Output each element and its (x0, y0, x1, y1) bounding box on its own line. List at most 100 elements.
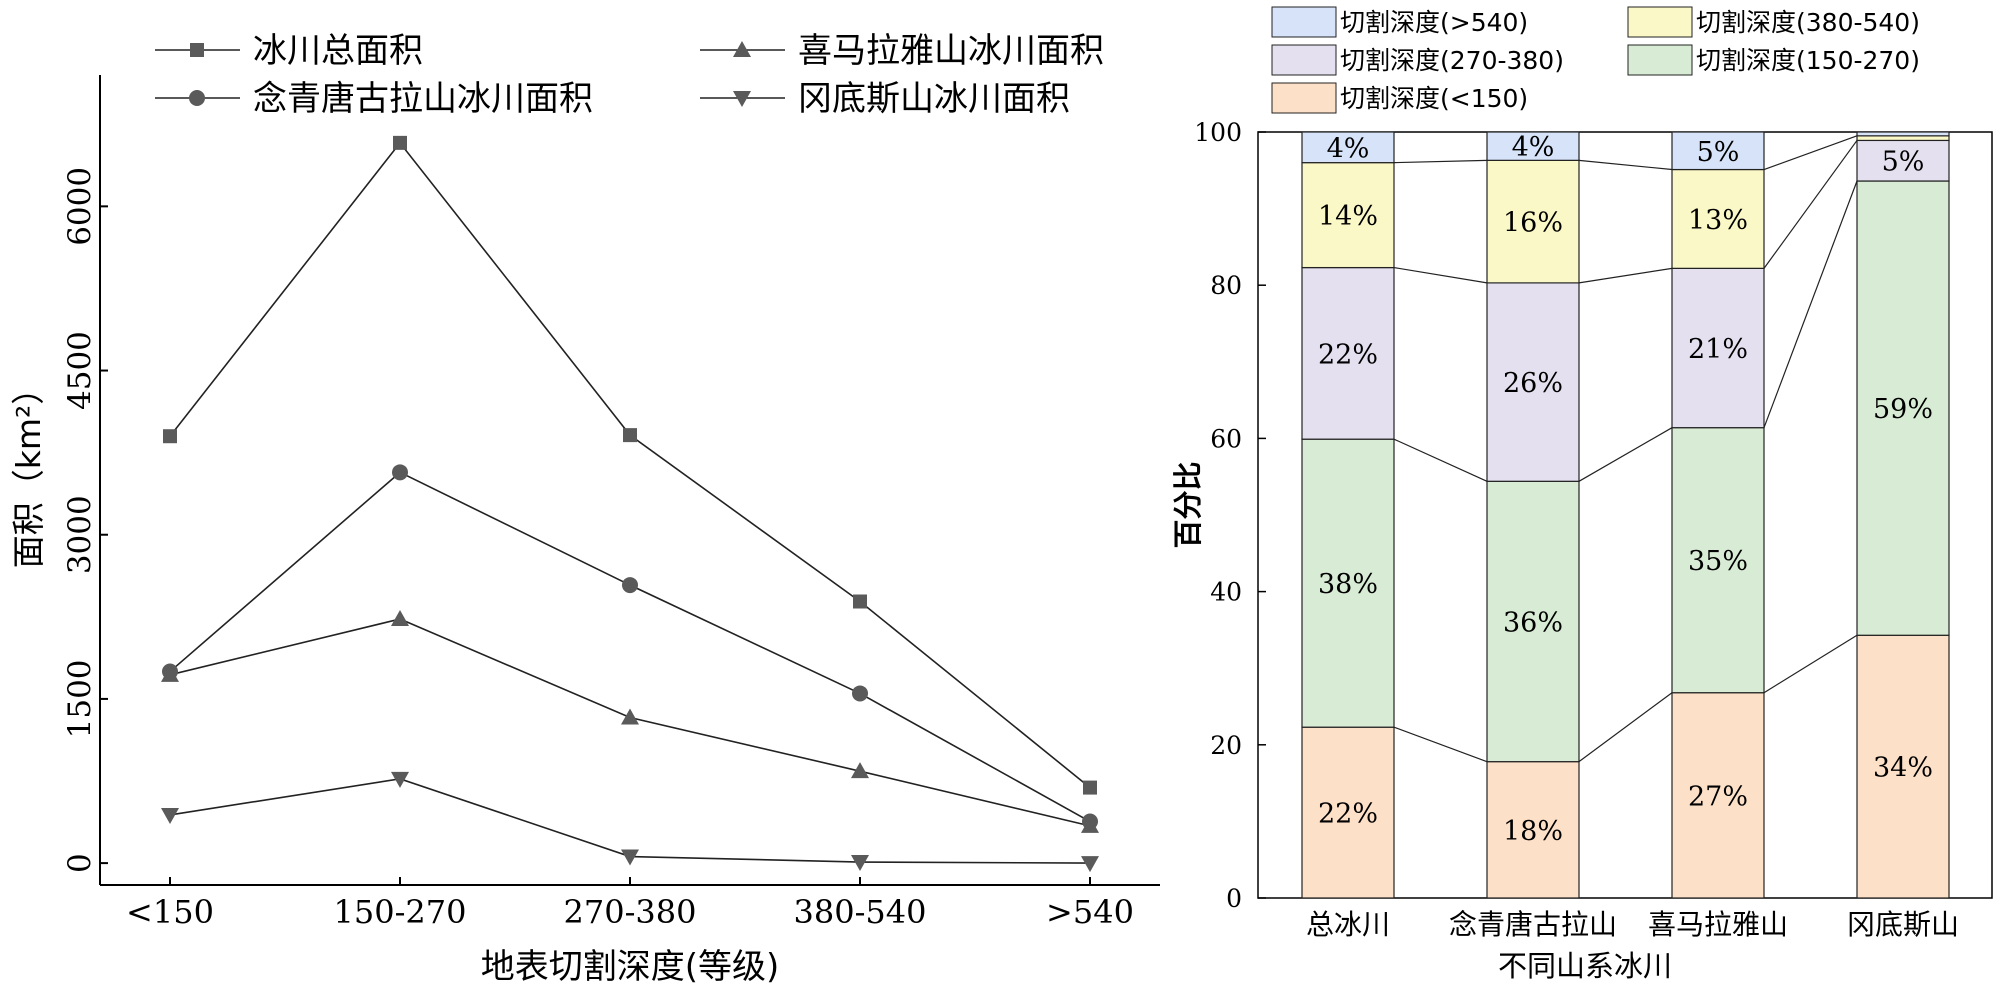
connector-line (1763, 634, 1858, 694)
legend-swatch (1271, 82, 1337, 114)
bar-segment (1301, 131, 1395, 164)
bar-segment (1301, 726, 1395, 899)
data-point (163, 429, 177, 444)
series-line (169, 141, 1091, 789)
bar-value-label: 5% (1882, 147, 1925, 178)
y-tick-label: 4500 (62, 331, 98, 410)
y-tick-label: 3000 (62, 495, 98, 574)
data-point (391, 610, 409, 627)
data-point (851, 855, 869, 872)
legend-label: 喜马拉雅山冰川面积 (798, 31, 1104, 71)
connector-line (1578, 267, 1673, 284)
x-tick-label: 380-540 (794, 893, 927, 931)
y-tick-label: 0 (62, 853, 98, 873)
bar-segment (1301, 438, 1395, 728)
bar-segment (1301, 266, 1395, 440)
bar-segment (1671, 131, 1765, 171)
y-tick-label: 0 (1226, 884, 1242, 913)
bar-segment (1671, 168, 1765, 269)
bar-value-label: 27% (1688, 781, 1748, 812)
bar-value-label: 38% (1318, 569, 1378, 600)
data-point (1082, 813, 1098, 830)
y-tick-label: 60 (1210, 424, 1242, 453)
bar-value-label: 26% (1503, 368, 1563, 399)
bar-value-label: 14% (1318, 201, 1378, 232)
legend-label: 冈底斯山冰川面积 (798, 79, 1070, 119)
legend-swatch (1271, 6, 1337, 38)
bar-value-label: 35% (1688, 546, 1748, 577)
legend-marker (190, 43, 204, 57)
connector-line (1393, 438, 1488, 482)
bar-value-label: 18% (1503, 816, 1563, 847)
data-point (1081, 856, 1099, 873)
bar-segment (1856, 135, 1950, 142)
y-tick-label: 40 (1210, 578, 1242, 607)
bar-segment (1671, 692, 1765, 899)
legend-label: 切割深度(150-270) (1696, 46, 1920, 75)
x-tick-label: 150-270 (334, 893, 467, 931)
legend-marker (189, 90, 205, 106)
bar-segment (1486, 480, 1580, 763)
connector-line (1578, 159, 1673, 171)
x-tick-label: 念青唐古拉山 (1449, 908, 1617, 941)
connector-line (1763, 180, 1858, 428)
bar-value-label: 22% (1318, 799, 1378, 830)
x-tick-label: 喜马拉雅山 (1648, 908, 1788, 941)
data-point (393, 135, 407, 150)
y-axis-title: 百分比 (1171, 461, 1205, 548)
bar-segment (1856, 131, 1950, 137)
bar-value-label: 36% (1503, 607, 1563, 638)
connector-line (1763, 135, 1858, 171)
bar-segment (1671, 427, 1765, 694)
legend-marker (733, 41, 751, 57)
data-point (1083, 780, 1097, 795)
x-axis-title: 不同山系冰川 (1498, 949, 1672, 983)
bar-value-label: 22% (1318, 339, 1378, 370)
legend-label: 切割深度(<150) (1340, 84, 1528, 113)
stacked-bar-chart: 0 20 40 60 80 100 22% 38% 22% 14% 4% 总冰川 18% 36% 26% 16… (1171, 6, 1993, 983)
bar-segment (1486, 282, 1580, 482)
connector-line (1393, 726, 1488, 763)
data-point (621, 708, 639, 725)
data-point (621, 849, 639, 866)
data-point (852, 685, 868, 702)
connector-line (1393, 159, 1488, 164)
bar-value-label: 34% (1873, 753, 1933, 784)
x-axis-title: 地表切割深度(等级) (481, 947, 780, 987)
connector-line (1763, 140, 1858, 269)
bar-segment (1856, 180, 1950, 636)
data-point (161, 807, 179, 824)
bar-value-label: 16% (1503, 208, 1563, 239)
x-tick-label: 270-380 (564, 893, 697, 931)
bar-value-label: 21% (1688, 334, 1748, 365)
data-point (851, 762, 869, 779)
bar-segment (1486, 159, 1580, 284)
y-axis-title: 面积（km²） (9, 372, 48, 569)
data-point (853, 594, 867, 609)
legend-marker (733, 91, 751, 107)
y-tick-label: 20 (1210, 731, 1242, 760)
bar-value-label: 4% (1327, 133, 1370, 164)
connector-line (1578, 427, 1673, 482)
legend-swatch (1627, 44, 1693, 76)
legend-swatch (1627, 6, 1693, 38)
bar-segment (1856, 139, 1950, 182)
legend-label: 切割深度(270-380) (1340, 46, 1564, 75)
bar-value-label: 59% (1873, 394, 1933, 425)
y-tick-label: 100 (1194, 118, 1242, 147)
bar-segment (1671, 267, 1765, 429)
bar-segment (1486, 761, 1580, 899)
bar-value-label: 5% (1697, 137, 1740, 168)
legend-label: 念青唐古拉山冰川面积 (253, 79, 593, 119)
legend-label: 切割深度(380-540) (1696, 8, 1920, 37)
x-tick-label: 冈底斯山 (1847, 908, 1959, 941)
series-line (169, 471, 1091, 823)
bar-segment (1856, 634, 1950, 899)
connector-line (1393, 266, 1488, 284)
y-tick-label: 6000 (62, 167, 98, 246)
bar-value-label: 13% (1688, 205, 1748, 236)
data-point (162, 663, 178, 680)
legend-label: 冰川总面积 (253, 31, 423, 71)
x-tick-label: 总冰川 (1306, 908, 1390, 941)
x-tick-label: >540 (1046, 893, 1134, 931)
